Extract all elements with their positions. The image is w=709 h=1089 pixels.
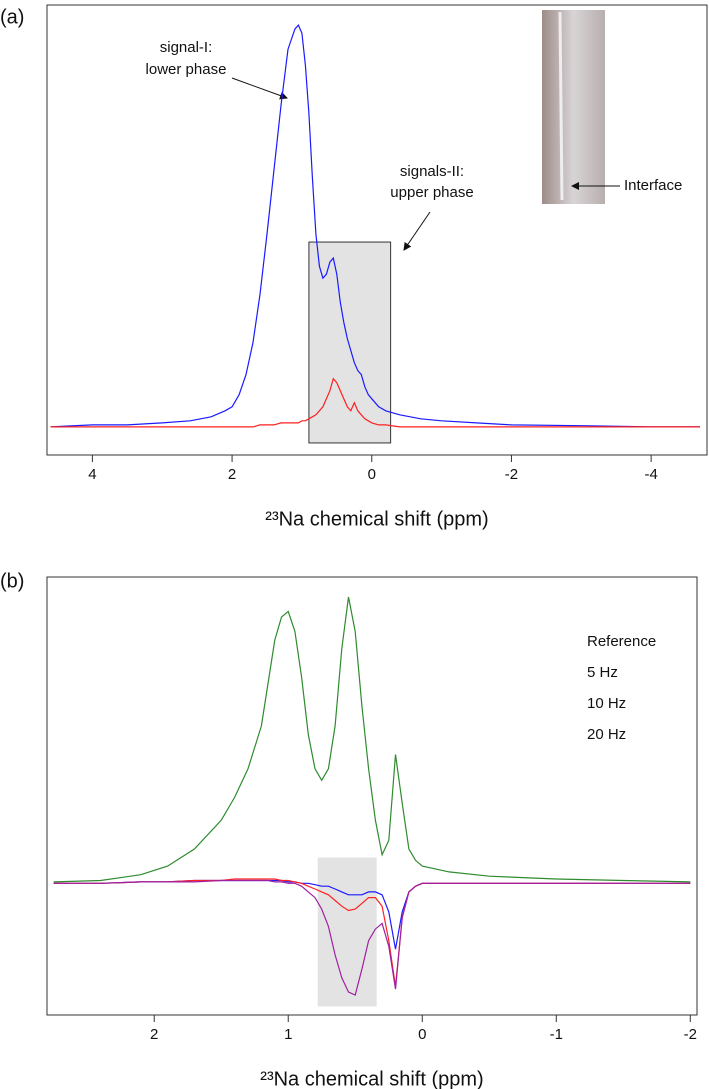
x-tick-label: -4	[644, 466, 657, 483]
annotation: signal-I:	[160, 39, 213, 56]
annotation: Interface	[624, 177, 682, 194]
x-axis-label: ²³Na chemical shift (ppm)	[260, 1068, 483, 1089]
x-tick-label: 2	[228, 466, 236, 483]
spectrum-line	[53, 596, 691, 883]
spectrum-line	[50, 377, 700, 428]
x-tick-label: 0	[418, 1026, 426, 1043]
panel-label: (a)	[0, 6, 24, 28]
shaded-region	[317, 857, 377, 1007]
arrow	[231, 77, 288, 100]
x-tick-label: -1	[550, 1026, 563, 1043]
x-tick-label: -2	[684, 1026, 697, 1043]
plot-frame	[46, 4, 708, 456]
legend-entry: 10 Hz	[587, 695, 626, 712]
spectrum-line	[53, 879, 691, 996]
x-tick-label: 4	[88, 466, 96, 483]
legend-entry: 5 Hz	[587, 664, 618, 681]
x-tick-label: 1	[284, 1026, 292, 1043]
legend-entry: Reference	[587, 633, 656, 650]
annotation: lower phase	[146, 61, 227, 78]
x-tick-label: -2	[505, 466, 518, 483]
annotation: upper phase	[390, 184, 473, 201]
plot-frame	[46, 576, 698, 1016]
x-tick-label: 2	[150, 1026, 158, 1043]
panel-label: (b)	[0, 570, 24, 592]
arrow	[403, 211, 431, 251]
x-axis-label: ²³Na chemical shift (ppm)	[265, 508, 488, 530]
inset-photo	[542, 10, 605, 204]
photo-tube	[558, 11, 564, 201]
legend-entry: 20 Hz	[587, 726, 626, 743]
spectrum-line	[50, 23, 700, 428]
x-tick-label: 0	[368, 466, 376, 483]
annotation: signals-II:	[400, 163, 464, 180]
